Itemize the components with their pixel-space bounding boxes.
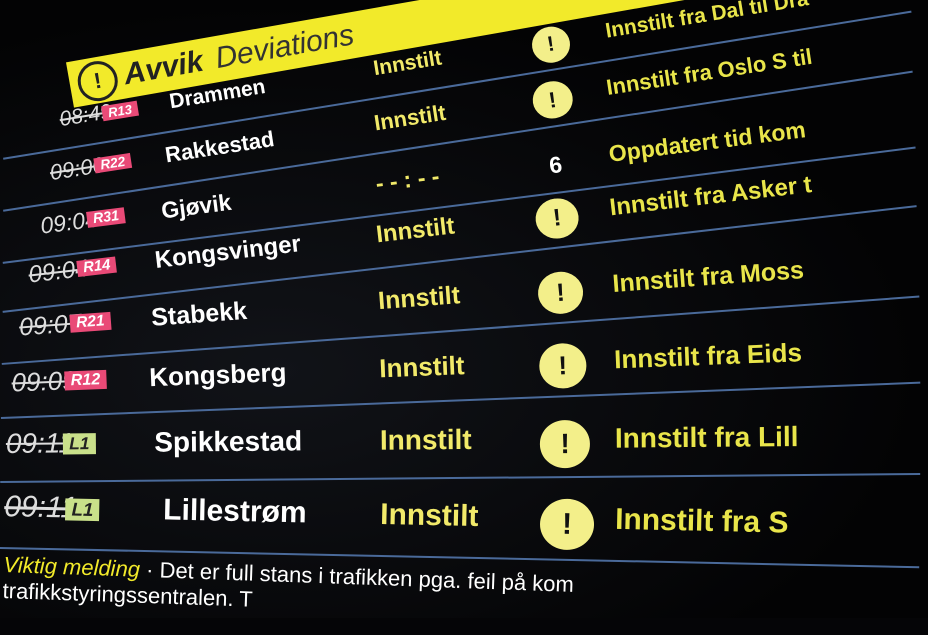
departure-row: 09:11 L1 Spikkestad Innstilt ! Innstilt … [0,419,921,484]
deviation-message: Innstilt fra Lill [614,421,799,454]
status: Innstilt [372,99,448,136]
line-badge: R12 [64,369,107,391]
warning-icon: ! [538,342,587,389]
deviation-message: Oppdatert tid kom [607,116,808,167]
deviation-message: Innstilt fra Moss [611,255,805,298]
destination: Lillestrøm [162,493,307,530]
line-badge: R31 [86,207,126,228]
message-label: Viktig melding [3,552,141,582]
warning-icon: ! [539,498,595,551]
status: Innstilt [379,497,479,534]
warning-icon: ! [536,269,585,316]
destination: Spikkestad [154,425,303,458]
warning-icon: ! [530,78,575,122]
deviation-message: Innstilt fra S [614,502,789,540]
warning-icon: ! [533,195,582,242]
status: Innstilt [378,350,466,384]
status: - - : - - [374,162,441,197]
status: Innstilt [377,281,461,316]
departure-board: ! Avvik Deviations 08:49 R13 Drammen Inn… [0,0,928,618]
deviation-message: Innstilt fra Eids [613,337,803,375]
destination: Stabekk [150,296,248,332]
warning-icon: ! [529,23,573,66]
destination: Kongsberg [148,357,287,393]
line-badge: R21 [69,312,112,334]
line-badge: L1 [65,497,100,521]
exclamation-icon: ! [74,57,121,105]
header-title-no: Avvik [121,44,206,92]
warning-icon: ! [539,420,591,469]
status: Innstilt [379,423,472,456]
line-badge: R14 [76,256,118,278]
line-badge: L1 [63,433,96,455]
track-number: 6 [547,150,564,179]
destination: Gjøvik [159,188,233,224]
destination: Rakkestad [163,126,276,168]
status: Innstilt [374,212,456,249]
